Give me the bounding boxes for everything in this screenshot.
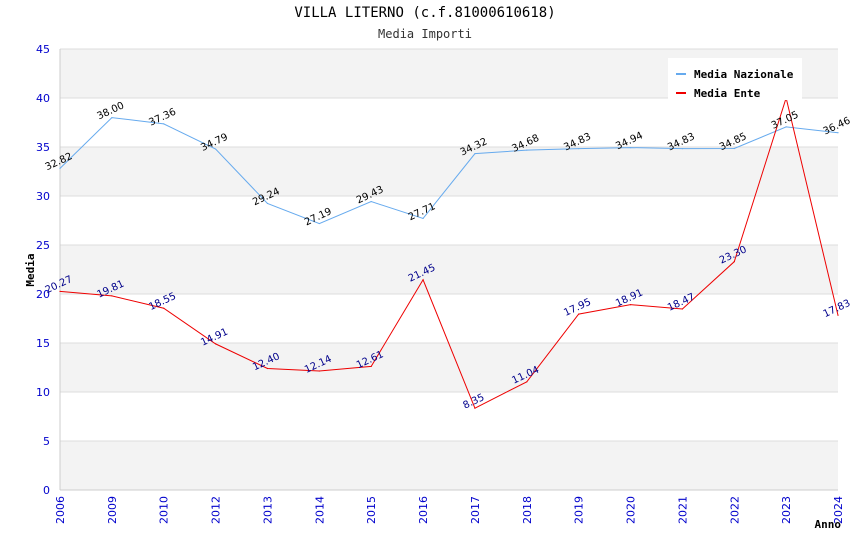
- data-point-media-nazionale: [681, 148, 684, 150]
- x-tick-label: 2009: [106, 496, 119, 524]
- y-tick-label: 35: [36, 141, 50, 154]
- data-point-media-nazionale: [370, 200, 372, 203]
- data-point-media-nazionale: [837, 132, 839, 134]
- x-tick-label: 2024: [832, 496, 845, 524]
- y-axis-label: Media: [24, 253, 37, 286]
- legend-label-media-nazionale: Media Nazionale: [694, 68, 794, 81]
- data-point-media-ente: [578, 313, 580, 315]
- x-tick-label: 2022: [728, 496, 741, 524]
- grid-band: [60, 343, 838, 392]
- legend-box: [668, 58, 802, 100]
- x-tick-label: 2020: [625, 496, 638, 524]
- data-label-media-nazionale: 27.71: [407, 201, 438, 223]
- data-label-media-nazionale: 27.19: [303, 206, 334, 228]
- grid-band: [60, 147, 838, 196]
- x-tick-label: 2023: [780, 496, 793, 524]
- x-tick-label: 2012: [210, 496, 223, 524]
- x-axis-label: Anno: [815, 518, 842, 531]
- y-tick-label: 45: [36, 43, 50, 56]
- legend-label-media-ente: Media Ente: [694, 87, 761, 100]
- data-point-media-nazionale: [526, 149, 528, 151]
- series-line-media-nazionale: [59, 117, 839, 225]
- data-point-media-ente: [526, 381, 528, 383]
- grid-band: [60, 245, 838, 294]
- y-tick-label: 40: [36, 92, 50, 105]
- x-axis-ticks: 2006 2009 2010 2012 2013 2014 2015 2016 2017 2018…: [54, 496, 845, 524]
- data-point-media-nazionale: [733, 147, 735, 150]
- data-point-media-ente: [474, 407, 476, 409]
- data-point-media-nazionale: [59, 167, 61, 169]
- data-point-media-ente: [370, 365, 372, 368]
- grid-band: [60, 441, 838, 490]
- data-point-media-nazionale: [163, 123, 165, 125]
- plot-bands: [60, 49, 838, 490]
- data-point-media-ente: [837, 314, 839, 316]
- data-label-media-ente: 8.35: [461, 392, 486, 411]
- data-point-media-nazionale: [578, 148, 580, 150]
- data-point-media-ente: [422, 279, 424, 281]
- x-tick-label: 2010: [158, 496, 171, 524]
- data-point-media-nazionale: [422, 217, 424, 220]
- y-tick-label: 5: [43, 435, 50, 448]
- series-line-media-ente: [59, 96, 839, 409]
- x-tick-label: 2013: [261, 496, 274, 524]
- data-point-media-nazionale: [111, 117, 113, 119]
- chart-title: VILLA LITERNO (c.f.81000610618): [294, 5, 556, 21]
- x-tick-label: 2018: [521, 496, 534, 524]
- y-tick-label: 20: [36, 288, 50, 301]
- x-tick-label: 2015: [365, 496, 378, 524]
- data-point-media-ente: [266, 367, 269, 370]
- data-label-media-ente: 17.83: [822, 298, 850, 320]
- data-point-media-ente: [59, 290, 61, 292]
- data-label-media-nazionale: 37.36: [147, 107, 178, 129]
- y-tick-label: 15: [36, 337, 50, 350]
- data-point-media-ente: [163, 307, 165, 309]
- chart-subtitle: Media Importi: [378, 27, 472, 41]
- data-point-media-ente: [681, 308, 684, 310]
- data-point-media-ente: [215, 343, 217, 345]
- data-point-media-nazionale: [474, 153, 476, 155]
- x-tick-label: 2021: [676, 496, 689, 524]
- x-tick-label: 2016: [417, 496, 430, 524]
- x-tick-label: 2017: [469, 496, 482, 524]
- series-lines: [59, 96, 839, 409]
- legend: Media Nazionale Media Ente: [668, 58, 802, 100]
- data-point-media-nazionale: [318, 222, 320, 225]
- data-point-media-ente: [318, 370, 320, 372]
- x-tick-label: 2006: [54, 496, 67, 524]
- data-point-media-ente: [629, 304, 632, 306]
- data-point-media-nazionale: [266, 202, 269, 205]
- x-tick-label: 2019: [573, 496, 586, 524]
- y-tick-label: 10: [36, 386, 50, 399]
- x-tick-label: 2014: [313, 496, 326, 524]
- data-point-media-ente: [111, 295, 113, 297]
- data-point-media-ente: [733, 261, 735, 263]
- data-point-media-nazionale: [629, 146, 632, 149]
- y-axis-ticks: 0 5 10 15 20 25 30 35 40 45: [36, 43, 50, 497]
- y-tick-label: 30: [36, 190, 50, 203]
- data-label-media-nazionale: 36.46: [822, 115, 850, 137]
- data-point-media-nazionale: [215, 148, 217, 150]
- data-label-media-ente: 18.47: [666, 292, 697, 314]
- y-tick-label: 25: [36, 239, 50, 252]
- data-point-media-nazionale: [785, 126, 787, 128]
- y-tick-label: 0: [43, 484, 50, 497]
